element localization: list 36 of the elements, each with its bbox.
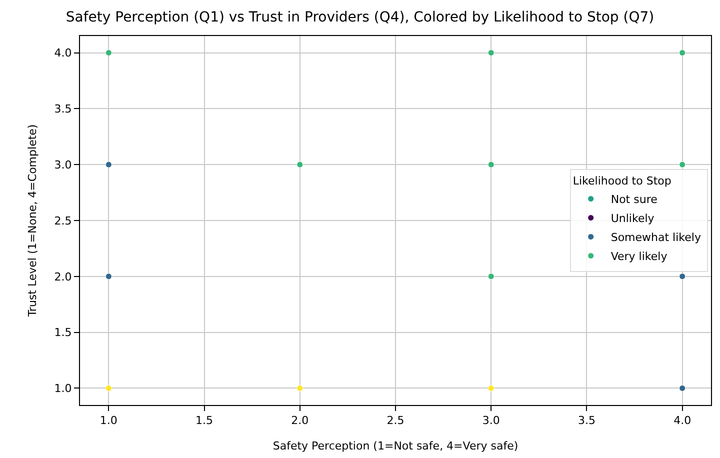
y-tick-label: 1.5 — [54, 326, 72, 340]
point — [105, 273, 112, 280]
point — [679, 384, 686, 392]
point — [105, 50, 112, 56]
point — [488, 384, 494, 392]
y-axis-title: Trust Level (1=None, 4=Complete) — [26, 124, 39, 318]
y-tick-label: 3.0 — [54, 158, 72, 172]
point — [679, 273, 686, 280]
x-tick-label: 2.0 — [291, 414, 309, 428]
x-tick-label: 1.0 — [100, 414, 118, 428]
point — [488, 50, 494, 56]
x-tick-label: 3.0 — [482, 414, 500, 428]
legend-title: Likelihood to Stop — [572, 174, 672, 188]
legend-label: Very likely — [610, 250, 668, 264]
point — [488, 273, 494, 280]
point — [296, 161, 304, 168]
legend-label: Not sure — [610, 193, 658, 206]
x-tick-label: 2.5 — [386, 414, 404, 428]
y-tick-label: 2.0 — [54, 270, 72, 284]
x-axis-title: Safety Perception (1=Not safe, 4=Very safe) — [272, 439, 518, 452]
point — [105, 384, 112, 392]
legend-label: Unlikely — [610, 212, 655, 226]
y-tick-label: 2.5 — [54, 214, 72, 228]
point — [296, 384, 304, 392]
y-tick-label: 3.5 — [54, 102, 72, 116]
point — [679, 161, 686, 168]
y-tick-label: 1.0 — [54, 382, 72, 396]
chart-title: Safety Perception (Q1) vs Trust in Providers (Q4), Colored by Likelihood to Stop (Q7) — [66, 9, 654, 26]
x-tick-label: 1.5 — [196, 414, 214, 428]
point — [488, 161, 494, 168]
point — [105, 161, 112, 168]
x-tick-label: 3.5 — [578, 414, 596, 428]
x-tick-label: 4.0 — [674, 414, 692, 428]
legend-label: Somewhat likely — [610, 231, 702, 244]
y-tick-label: 4.0 — [54, 46, 72, 60]
point — [679, 50, 686, 56]
